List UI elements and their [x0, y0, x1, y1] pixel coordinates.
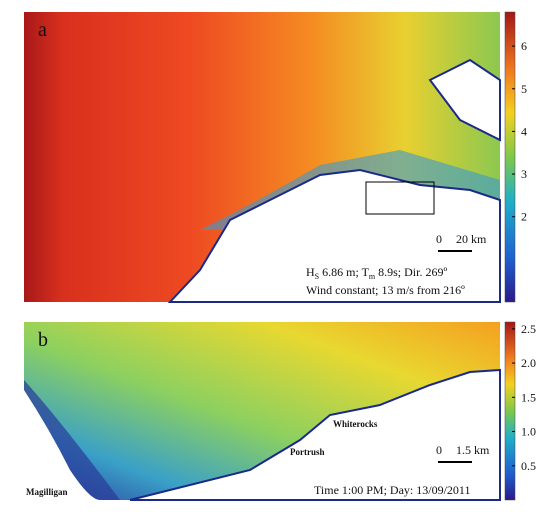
colorbar-tick-label: 5 — [521, 82, 527, 96]
scale-label: 0 — [436, 232, 442, 246]
land — [167, 168, 501, 303]
colorbar-tick-label: 2 — [521, 210, 527, 224]
scale-label: 1.5 km — [456, 443, 490, 457]
colorbar-tick-label: 2.0 — [521, 356, 536, 370]
scale-label: 0 — [436, 443, 442, 457]
colorbar-tick-label: 1.0 — [521, 425, 536, 439]
place-name: Magilligan — [26, 487, 68, 497]
annotation: Wind constant; 13 m/s from 216º — [306, 283, 465, 297]
colorbar-tick-label: 0.5 — [521, 459, 536, 473]
land — [129, 368, 501, 501]
panel-label: b — [38, 329, 48, 351]
place-name: Whiterocks — [333, 419, 378, 429]
inset-box — [365, 181, 435, 215]
land — [24, 390, 100, 500]
place-name: Portrush — [290, 447, 325, 457]
colorbar-tick-label: 1.5 — [521, 390, 536, 404]
colorbar — [504, 11, 516, 303]
colorbar-tick-label: 6 — [521, 39, 527, 53]
annotation: HS 6.86 m; Tm 8.9s; Dir. 269º — [306, 265, 447, 281]
annotation: Time 1:00 PM; Day: 13/09/2011 — [314, 483, 470, 497]
colorbar-tick-label: 3 — [521, 167, 527, 181]
land — [428, 58, 501, 142]
panel-label: a — [38, 19, 47, 41]
colorbar-tick-label: 4 — [521, 124, 527, 138]
colorbar-tick-label: 2.5 — [521, 322, 536, 336]
colorbar — [504, 321, 516, 501]
scale-label: 20 km — [456, 232, 487, 246]
